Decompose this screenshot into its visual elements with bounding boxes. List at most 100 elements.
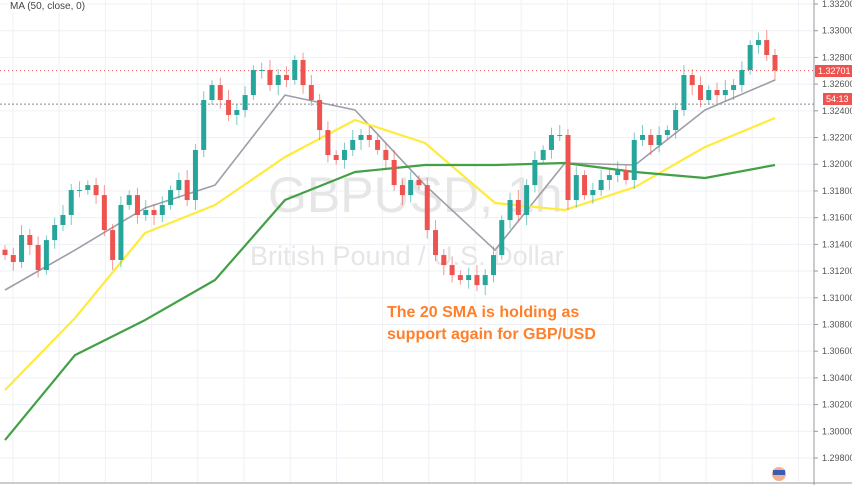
- candle-body: [68, 190, 74, 215]
- candle-up: [673, 102, 679, 139]
- candle-body: [77, 190, 83, 192]
- candle-down: [226, 89, 232, 121]
- candle-body: [524, 185, 530, 215]
- candle-body: [755, 40, 761, 45]
- candle-up: [664, 125, 670, 140]
- candle-body: [416, 179, 422, 186]
- candle-body: [317, 100, 323, 131]
- watermark-symbol: GBPUSD, 1h: [268, 167, 563, 223]
- candle-up: [168, 185, 174, 210]
- price-axis-tick-label: 1.32600: [822, 79, 852, 89]
- candle-up: [747, 40, 753, 75]
- candle-body: [673, 110, 679, 131]
- candle-down: [515, 190, 521, 221]
- candle-up: [19, 224, 25, 268]
- candle-down: [714, 82, 720, 104]
- candle-body: [333, 155, 339, 160]
- candle-body: [375, 139, 381, 150]
- candle-up: [615, 161, 621, 183]
- candle-down: [308, 75, 314, 107]
- candle-down: [697, 76, 703, 108]
- candle-body: [640, 134, 646, 140]
- candle-body: [441, 255, 447, 266]
- price-axis-tick-label: 1.31800: [822, 186, 852, 196]
- candle-body: [722, 89, 728, 96]
- candle-up: [490, 246, 496, 283]
- candle-body: [391, 159, 397, 186]
- candle-up: [557, 124, 563, 142]
- candle-body: [631, 139, 637, 180]
- candle-up: [482, 269, 488, 296]
- price-axis-tick-label: 1.31000: [822, 293, 852, 303]
- candle-up: [532, 151, 538, 193]
- candle-up: [68, 183, 74, 225]
- candle-body: [267, 69, 273, 86]
- candle-body: [590, 190, 596, 196]
- candle-body: [43, 240, 49, 270]
- candle-down: [101, 185, 107, 237]
- candle-body: [2, 249, 8, 256]
- candle-up: [60, 204, 66, 232]
- candle-body: [457, 275, 463, 281]
- countdown-label: 54:13: [823, 93, 852, 105]
- candle-up: [209, 80, 215, 105]
- candle-up: [631, 132, 637, 189]
- candle-body: [408, 179, 414, 196]
- candle-down: [217, 77, 223, 109]
- candle-body: [656, 134, 662, 146]
- candle-body: [101, 195, 107, 231]
- candle-body: [168, 190, 174, 205]
- candle-up: [292, 55, 298, 85]
- candle-body: [358, 134, 364, 140]
- price-axis-tick-label: 1.33000: [822, 26, 852, 36]
- candle-up: [598, 169, 604, 197]
- candle-up: [640, 124, 646, 146]
- candle-body: [515, 200, 521, 215]
- annotation-text: The 20 SMA is holding as support again f…: [387, 302, 596, 346]
- candle-down: [10, 247, 16, 271]
- candle-body: [532, 159, 538, 186]
- candle-up: [731, 79, 737, 101]
- candles: [2, 30, 778, 296]
- candle-down: [134, 187, 140, 224]
- candle-down: [449, 256, 455, 283]
- candle-body: [507, 200, 513, 221]
- annotation-line-1: The 20 SMA is holding as: [387, 304, 580, 321]
- price-axis[interactable]: 1.33200 1.33000 1.32800 1.32600 1.32400 1.322…: [814, 0, 852, 463]
- candle-down: [474, 265, 480, 292]
- sma-20-line: [4, 79, 776, 291]
- candle-body: [341, 149, 347, 160]
- candle-down: [151, 204, 157, 225]
- candle-up: [350, 129, 356, 156]
- candle-down: [424, 177, 430, 239]
- candle-body: [615, 169, 621, 176]
- candle-body: [474, 275, 480, 286]
- price-axis-tick-label: 1.32200: [822, 133, 852, 143]
- candle-body: [126, 195, 132, 205]
- candle-up: [143, 200, 149, 221]
- candle-body: [85, 185, 91, 191]
- candle-body: [325, 130, 331, 156]
- candle-body: [151, 210, 157, 215]
- candle-body: [292, 59, 298, 80]
- candle-up: [118, 196, 124, 268]
- candle-down: [93, 177, 99, 204]
- candle-up: [706, 85, 712, 105]
- candle-body: [482, 275, 488, 286]
- candle-up: [548, 127, 554, 159]
- candle-down: [284, 66, 290, 88]
- candle-body: [466, 275, 472, 281]
- candle-body: [350, 139, 356, 150]
- candle-up: [341, 142, 347, 169]
- candle-up: [606, 169, 612, 191]
- candle-up: [755, 32, 761, 54]
- candle-up: [126, 190, 132, 210]
- candle-down: [317, 93, 323, 141]
- candle-body: [366, 134, 372, 140]
- candle-down: [391, 149, 397, 192]
- candle-body: [764, 40, 770, 56]
- candle-body: [565, 134, 571, 201]
- candle-down: [457, 270, 463, 285]
- indicator-legend[interactable]: MA (50, close, 0): [8, 1, 88, 13]
